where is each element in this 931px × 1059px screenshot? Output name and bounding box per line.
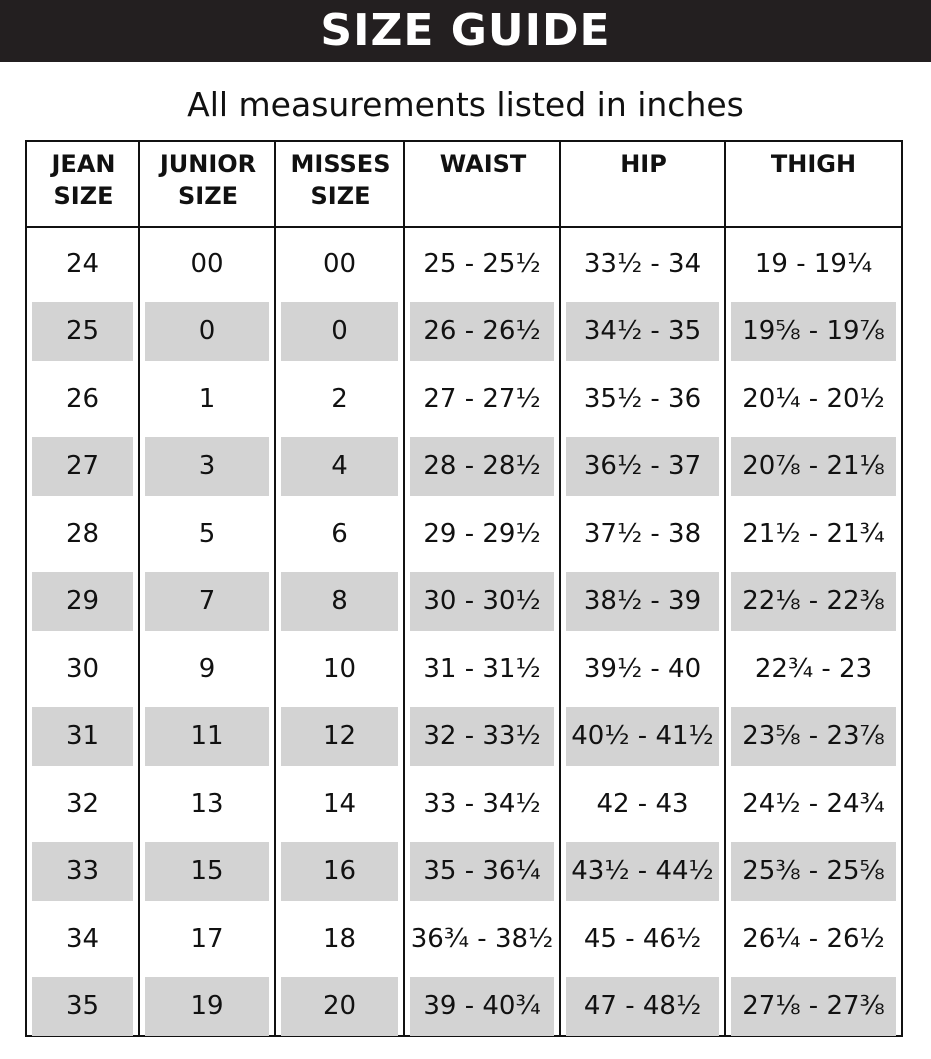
cell-junior-size: 15 xyxy=(145,841,269,901)
cell-misses-size: 18 xyxy=(322,923,357,954)
column-divider xyxy=(724,142,726,1035)
cell-waist: 29 - 29½ xyxy=(423,518,541,549)
column-divider xyxy=(559,142,561,1035)
cell-jean-size: 34 xyxy=(65,923,100,954)
header-line: SIZE xyxy=(53,182,114,210)
cell-misses-size: 10 xyxy=(322,653,357,684)
cell-thigh: 21½ - 21¾ xyxy=(742,518,885,549)
cell-jean-size: 31 xyxy=(32,706,133,766)
cell-junior-size: 17 xyxy=(190,923,224,954)
size-table: JEAN SIZE JUNIOR SIZE MISSES SIZE WAIST HIP THIG… xyxy=(25,140,903,1037)
column-divider xyxy=(274,142,276,1035)
header-waist: WAIST xyxy=(405,148,561,180)
cell-misses-size: 6 xyxy=(331,518,348,549)
header-line: SIZE xyxy=(177,182,238,210)
cell-waist: 39 - 40¾ xyxy=(410,976,554,1036)
cell-junior-size: 13 xyxy=(190,788,224,819)
header-line: MISSES xyxy=(290,150,391,178)
cell-waist: 31 - 31½ xyxy=(423,653,541,684)
cell-misses-size: 20 xyxy=(281,976,398,1036)
cell-junior-size: 7 xyxy=(145,571,269,631)
cell-jean-size: 30 xyxy=(65,653,100,684)
cell-jean-size: 32 xyxy=(65,788,100,819)
cell-thigh: 20⅞ - 21⅛ xyxy=(731,436,896,496)
cell-misses-size: 14 xyxy=(322,788,357,819)
cell-junior-size: 11 xyxy=(145,706,269,766)
cell-hip: 34½ - 35 xyxy=(566,301,719,361)
cell-hip: 37½ - 38 xyxy=(583,518,702,549)
cell-waist: 32 - 33½ xyxy=(410,706,554,766)
cell-junior-size: 1 xyxy=(198,383,216,414)
header-line: JEAN xyxy=(51,150,116,178)
cell-jean-size: 27 xyxy=(32,436,133,496)
cell-junior-size: 19 xyxy=(145,976,269,1036)
cell-hip: 45 - 46½ xyxy=(583,923,702,954)
subtitle: All measurements listed in inches xyxy=(187,85,744,124)
cell-jean-size: 28 xyxy=(65,518,100,549)
cell-jean-size: 35 xyxy=(32,976,133,1036)
cell-misses-size: 00 xyxy=(322,248,357,279)
cell-hip: 40½ - 41½ xyxy=(566,706,719,766)
cell-waist: 33 - 34½ xyxy=(423,788,541,819)
header-hip: HIP xyxy=(561,148,726,180)
cell-misses-size: 0 xyxy=(281,301,398,361)
cell-waist: 25 - 25½ xyxy=(423,248,541,279)
cell-hip: 38½ - 39 xyxy=(566,571,719,631)
cell-waist: 26 - 26½ xyxy=(410,301,554,361)
header-junior-size: JUNIOR SIZE xyxy=(140,148,276,212)
cell-junior-size: 5 xyxy=(198,518,216,549)
cell-junior-size: 3 xyxy=(145,436,269,496)
cell-jean-size: 29 xyxy=(32,571,133,631)
cell-hip: 42 - 43 xyxy=(596,788,689,819)
header-thigh: THIGH xyxy=(726,148,901,180)
cell-hip: 33½ - 34 xyxy=(583,248,702,279)
header-jean-size: JEAN SIZE xyxy=(27,148,140,212)
header-line: JUNIOR xyxy=(159,150,257,178)
cell-hip: 39½ - 40 xyxy=(583,653,702,684)
cell-misses-size: 12 xyxy=(281,706,398,766)
cell-jean-size: 24 xyxy=(65,248,100,279)
page-title: SIZE GUIDE xyxy=(320,5,611,56)
cell-waist: 30 - 30½ xyxy=(410,571,554,631)
cell-waist: 36¾ - 38½ xyxy=(410,923,554,954)
cell-junior-size: 9 xyxy=(198,653,216,684)
cell-thigh: 20¼ - 20½ xyxy=(742,383,885,414)
cell-waist: 35 - 36¼ xyxy=(410,841,554,901)
cell-jean-size: 25 xyxy=(32,301,133,361)
column-divider xyxy=(138,142,140,1035)
cell-thigh: 25⅜ - 25⅝ xyxy=(731,841,896,901)
header-line: THIGH xyxy=(770,150,857,178)
cell-misses-size: 8 xyxy=(281,571,398,631)
header-misses-size: MISSES SIZE xyxy=(276,148,405,212)
cell-thigh: 26¼ - 26½ xyxy=(742,923,885,954)
cell-thigh: 19 - 19¼ xyxy=(754,248,873,279)
cell-junior-size: 0 xyxy=(145,301,269,361)
header-line: WAIST xyxy=(439,150,527,178)
cell-hip: 43½ - 44½ xyxy=(566,841,719,901)
cell-thigh: 23⅝ - 23⅞ xyxy=(731,706,896,766)
column-divider xyxy=(403,142,405,1035)
cell-misses-size: 16 xyxy=(281,841,398,901)
cell-thigh: 22¾ - 23 xyxy=(754,653,873,684)
cell-misses-size: 4 xyxy=(281,436,398,496)
cell-thigh: 24½ - 24¾ xyxy=(742,788,885,819)
cell-hip: 35½ - 36 xyxy=(583,383,702,414)
cell-waist: 28 - 28½ xyxy=(410,436,554,496)
cell-thigh: 27⅛ - 27⅜ xyxy=(731,976,896,1036)
header-line: HIP xyxy=(620,150,667,178)
cell-hip: 36½ - 37 xyxy=(566,436,719,496)
header-divider xyxy=(27,226,901,228)
header-line: SIZE xyxy=(310,182,371,210)
cell-jean-size: 33 xyxy=(32,841,133,901)
cell-misses-size: 2 xyxy=(331,383,348,414)
cell-waist: 27 - 27½ xyxy=(423,383,541,414)
cell-thigh: 22⅛ - 22⅜ xyxy=(731,571,896,631)
size-guide-banner: SIZE GUIDE xyxy=(0,0,931,62)
cell-thigh: 19⅝ - 19⅞ xyxy=(731,301,896,361)
cell-hip: 47 - 48½ xyxy=(566,976,719,1036)
cell-junior-size: 00 xyxy=(190,248,224,279)
cell-jean-size: 26 xyxy=(65,383,100,414)
